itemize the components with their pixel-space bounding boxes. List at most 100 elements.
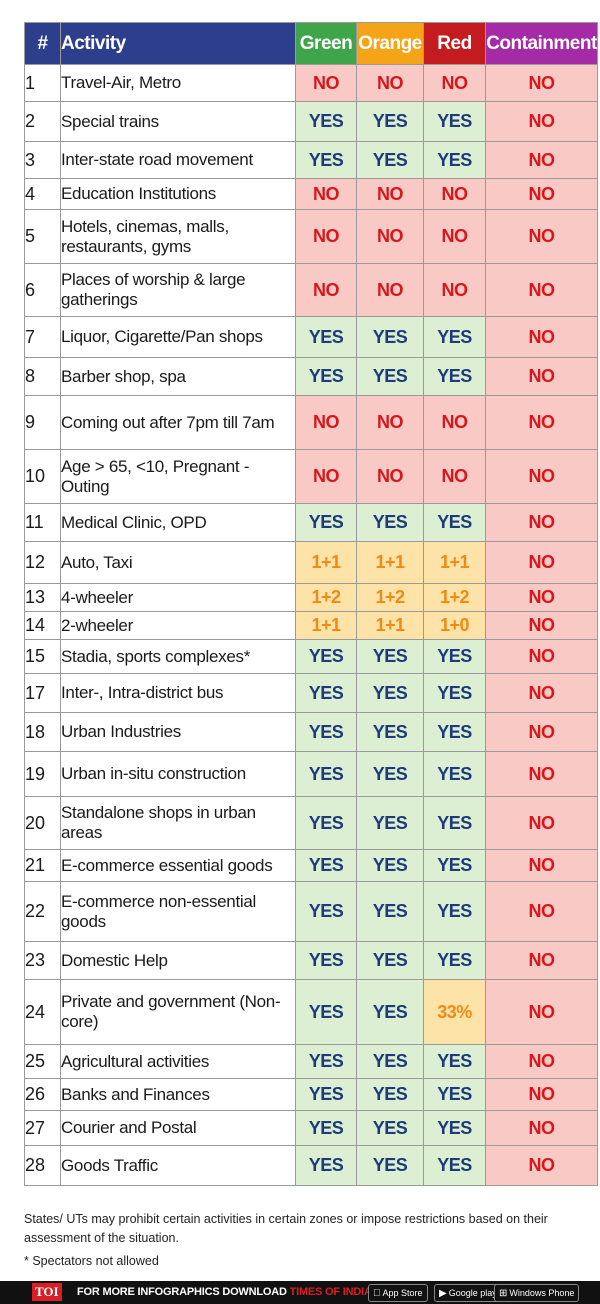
activity-name: Domestic Help [60,941,296,980]
green-zone-status: YES [295,101,357,142]
table-row: 6 Places of worship & large gatherings NO N… [24,263,598,317]
table-row: 17 Inter-, Intra-district bus YES YES YES NO [24,673,598,713]
orange-zone-status: YES [356,673,424,713]
green-zone-status: YES [295,751,357,797]
containment-zone-status: NO [485,141,598,179]
containment-zone-status: NO [485,101,598,142]
green-zone-status: YES [295,712,357,752]
app-store-badge[interactable]: App Store [368,1284,428,1302]
containment-zone-status: NO [485,639,598,674]
containment-zone-status: NO [485,941,598,980]
red-zone-status: YES [423,712,486,752]
table-row: 20 Standalone shops in urban areas YES YES Y… [24,796,598,850]
activity-name: Travel-Air, Metro [60,64,296,102]
table-row: 7 Liquor, Cigarette/Pan shops YES YES YES NO [24,316,598,358]
row-number: 14 [24,611,61,640]
table-row: 21 E-commerce essential goods YES YES YES NO [24,849,598,882]
containment-zone-status: NO [485,881,598,942]
row-number: 13 [24,583,61,612]
orange-zone-status: YES [356,101,424,142]
red-zone-status: YES [423,503,486,542]
google-play-badge[interactable]: ▶ Google play [434,1284,502,1302]
containment-zone-status: NO [485,712,598,752]
green-zone-status: 1+1 [295,541,357,584]
activity-name: Special trains [60,101,296,142]
containment-zone-status: NO [485,1078,598,1111]
header-containment-zone: Containment [485,22,598,65]
red-zone-status: YES [423,1078,486,1111]
red-zone-status: YES [423,881,486,942]
row-number: 7 [24,316,61,358]
table-row: 19 Urban in-situ construction YES YES YES NO [24,751,598,797]
row-number: 19 [24,751,61,797]
containment-zone-status: NO [485,449,598,504]
red-zone-status: YES [423,1044,486,1079]
green-zone-status: YES [295,979,357,1045]
row-number: 12 [24,541,61,584]
row-number: 27 [24,1110,61,1146]
activity-name: Coming out after 7pm till 7am [60,395,296,450]
table-row: 12 Auto, Taxi 1+1 1+1 1+1 NO [24,541,598,584]
orange-zone-status: NO [356,178,424,210]
footer-promo-prefix: FOR MORE INFOGRAPHICS DOWNLOAD [77,1286,287,1298]
windows-phone-badge[interactable]: ⊞ Windows Phone [494,1284,580,1302]
green-zone-status: YES [295,141,357,179]
green-zone-status: YES [295,1145,357,1186]
containment-zone-status: NO [485,1110,598,1146]
red-zone-status: YES [423,751,486,797]
windows-phone-label: Windows Phone [509,1288,575,1298]
orange-zone-status: YES [356,979,424,1045]
red-zone-status: YES [423,639,486,674]
header-activity: Activity [60,22,296,65]
row-number: 15 [24,639,61,674]
table-row: 23 Domestic Help YES YES YES NO [24,941,598,980]
orange-zone-status: YES [356,316,424,358]
toi-logo: TOI [32,1283,62,1301]
table-row: 5 Hotels, cinemas, malls, restaurants, gy… [24,209,598,264]
header-orange-zone: Orange [356,22,424,65]
row-number: 24 [24,979,61,1045]
activity-name: Private and government (Non-core) [60,979,296,1045]
orange-zone-status: YES [356,1044,424,1079]
containment-zone-status: NO [485,1044,598,1079]
row-number: 20 [24,796,61,850]
containment-zone-status: NO [485,316,598,358]
green-zone-status: NO [295,209,357,264]
row-number: 21 [24,849,61,882]
red-zone-status: NO [423,64,486,102]
red-zone-status: NO [423,263,486,317]
orange-zone-status: YES [356,357,424,396]
table-row: 28 Goods Traffic YES YES YES NO [24,1145,598,1186]
row-number: 8 [24,357,61,396]
orange-zone-status: YES [356,639,424,674]
red-zone-status: NO [423,209,486,264]
row-number: 18 [24,712,61,752]
activity-name: Stadia, sports complexes* [60,639,296,674]
row-number: 2 [24,101,61,142]
orange-zone-status: NO [356,64,424,102]
activity-name: 4-wheeler [60,583,296,612]
orange-zone-status: YES [356,796,424,850]
footer-promo-text: FOR MORE INFOGRAPHICS DOWNLOAD TIMES OF … [77,1284,396,1301]
row-number: 11 [24,503,61,542]
activity-name: Inter-state road movement [60,141,296,179]
row-number: 17 [24,673,61,713]
play-icon: ▶ [439,1288,447,1299]
activity-name: Agricultural activities [60,1044,296,1079]
red-zone-status: NO [423,449,486,504]
header-red-zone: Red [423,22,486,65]
green-zone-status: 1+2 [295,583,357,612]
orange-zone-status: YES [356,751,424,797]
orange-zone-status: NO [356,263,424,317]
table-row: 18 Urban Industries YES YES YES NO [24,712,598,752]
containment-zone-status: NO [485,64,598,102]
table-row: 15 Stadia, sports complexes* YES YES YES NO [24,639,598,674]
header-green-zone: Green [295,22,357,65]
containment-zone-status: NO [485,1145,598,1186]
red-zone-status: YES [423,316,486,358]
orange-zone-status: NO [356,395,424,450]
table-row: 27 Courier and Postal YES YES YES NO [24,1110,598,1146]
red-zone-status: YES [423,796,486,850]
red-zone-status: 1+1 [423,541,486,584]
table-row: 8 Barber shop, spa YES YES YES NO [24,357,598,396]
